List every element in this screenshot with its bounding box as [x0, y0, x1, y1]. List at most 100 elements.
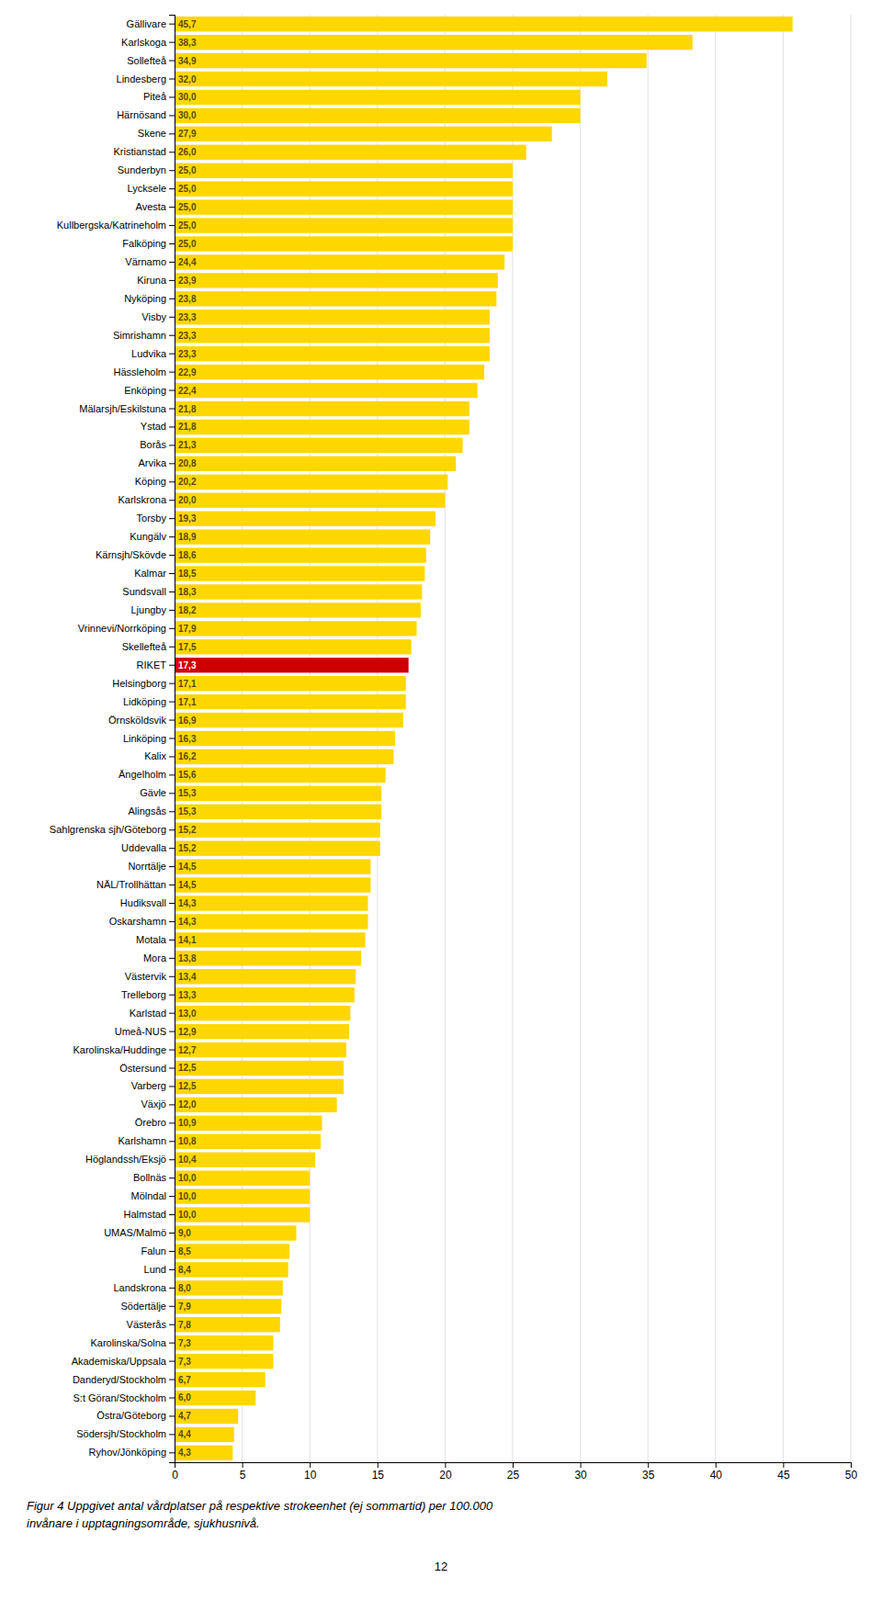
caption: invånare i upptagningsområde, sjukhusniv… — [26, 1516, 261, 1531]
bar — [174, 1079, 344, 1095]
data-label: 15,2 — [178, 825, 197, 836]
y-tick-label: Karlshamn — [117, 1135, 167, 1147]
data-label: 15,6 — [178, 769, 197, 781]
data-label: 14,3 — [178, 898, 197, 909]
y-tick-label: Skellefteå — [122, 641, 168, 653]
y-tick-mark — [169, 1343, 175, 1345]
y-tick-mark — [169, 848, 175, 849]
data-label: 21,8 — [178, 404, 197, 415]
y-axis-line — [169, 15, 176, 1464]
y-tick: Varberg — [131, 1080, 175, 1092]
bar — [174, 456, 456, 472]
bar — [174, 786, 382, 802]
data-label: 27,9 — [178, 128, 197, 139]
y-tick: Skellefteå — [122, 641, 175, 653]
y-tick: Hudiksvall — [120, 897, 175, 909]
y-tick: Borås — [139, 439, 175, 451]
data-label: 10,0 — [178, 1173, 197, 1184]
bar — [174, 731, 396, 747]
y-tick: Vrinnevi/Norrköping — [78, 622, 175, 634]
bar — [174, 712, 404, 728]
bar — [174, 254, 505, 270]
y-tick-label: Akademiska/Uppsala — [71, 1356, 168, 1368]
bar — [174, 401, 470, 417]
bar — [174, 510, 436, 526]
y-tick-mark — [169, 884, 175, 886]
y-tick-mark — [169, 1452, 175, 1454]
grid-line — [579, 14, 581, 1463]
bars — [174, 16, 793, 1461]
x-tick: 15 — [372, 1462, 385, 1482]
data-label: 13,4 — [178, 972, 197, 983]
y-tick-label: Lund — [144, 1264, 167, 1276]
y-tick-label: Östersund — [119, 1062, 167, 1075]
y-tick-mark — [169, 169, 175, 171]
y-tick: Falun — [140, 1245, 175, 1257]
bar — [174, 1153, 316, 1168]
y-tick-mark — [169, 573, 175, 575]
y-tick: Ryhov/Jönköping — [89, 1447, 175, 1459]
bar — [174, 895, 368, 911]
y-tick-label: Mölndal — [130, 1190, 167, 1202]
grid-line — [850, 14, 852, 1463]
y-tick-mark — [169, 23, 175, 25]
x-tick: 50 — [845, 1462, 859, 1482]
y-tick-mark — [169, 1104, 175, 1106]
data-label: 22,4 — [178, 385, 197, 396]
data-label: 14,5 — [178, 880, 197, 891]
y-tick-mark — [169, 353, 175, 355]
y-tick-label: Lycksele — [127, 182, 167, 194]
y-tick: Sunderbyn — [117, 164, 175, 176]
bar — [174, 1427, 235, 1443]
y-tick-label: Västerås — [126, 1319, 168, 1331]
y-tick-label: RIKET — [136, 659, 168, 671]
y-tick-mark — [169, 720, 175, 722]
data-label: 18,5 — [178, 568, 197, 579]
x-axis-line — [175, 1463, 852, 1470]
y-tick-mark — [169, 133, 175, 135]
y-tick: Östersund — [119, 1062, 175, 1075]
bar — [174, 749, 394, 765]
page-number: 12 — [434, 1560, 448, 1574]
x-tick-mark — [309, 1462, 311, 1469]
data-label: 17,1 — [178, 678, 197, 690]
bar — [174, 34, 693, 50]
data-label: 25,0 — [178, 202, 197, 213]
y-tick: Ystad — [140, 420, 175, 432]
y-tick: Värnamo — [124, 256, 175, 268]
grid-line — [782, 14, 784, 1463]
y-tick-label: Landskrona — [113, 1282, 168, 1294]
data-label: 7,3 — [178, 1356, 192, 1368]
y-tick-mark — [169, 683, 175, 685]
y-tick: Kalmar — [134, 567, 175, 579]
y-tick-mark — [169, 554, 175, 556]
y-tick: Västerås — [126, 1319, 175, 1331]
y-tick: Gällivare — [126, 18, 175, 30]
grid-line — [647, 14, 649, 1463]
data-label: 20,0 — [178, 495, 197, 506]
y-tick: Köping — [135, 475, 175, 487]
x-tick-label: 45 — [777, 1469, 791, 1482]
bar — [174, 383, 478, 398]
bar — [174, 1024, 350, 1040]
bar — [174, 657, 409, 673]
bar — [174, 217, 513, 233]
data-label: 23,3 — [178, 330, 197, 341]
y-tick: Sollefteå — [126, 55, 175, 67]
x-tick: 30 — [574, 1462, 588, 1482]
bar — [174, 914, 368, 929]
y-tick: Lidköping — [123, 696, 175, 708]
y-tick: Nyköping — [124, 293, 175, 305]
y-tick: Mölndal — [130, 1190, 175, 1202]
y-tick-mark — [169, 1141, 175, 1143]
y-tick-label: Kiruna — [136, 274, 168, 286]
y-tick-label: Nyköping — [124, 293, 167, 305]
y-tick-label: Mälarsjh/Eskilstuna — [79, 403, 168, 415]
x-tick-label: 15 — [372, 1469, 385, 1482]
bar — [174, 859, 371, 874]
bar — [174, 1134, 321, 1150]
data-label: 25,0 — [178, 165, 197, 176]
y-tick-label: Ryhov/Jönköping — [89, 1447, 167, 1459]
y-tick-mark — [169, 481, 175, 483]
y-tick-label: Sahlgrenska sjh/Göteborg — [49, 824, 167, 836]
